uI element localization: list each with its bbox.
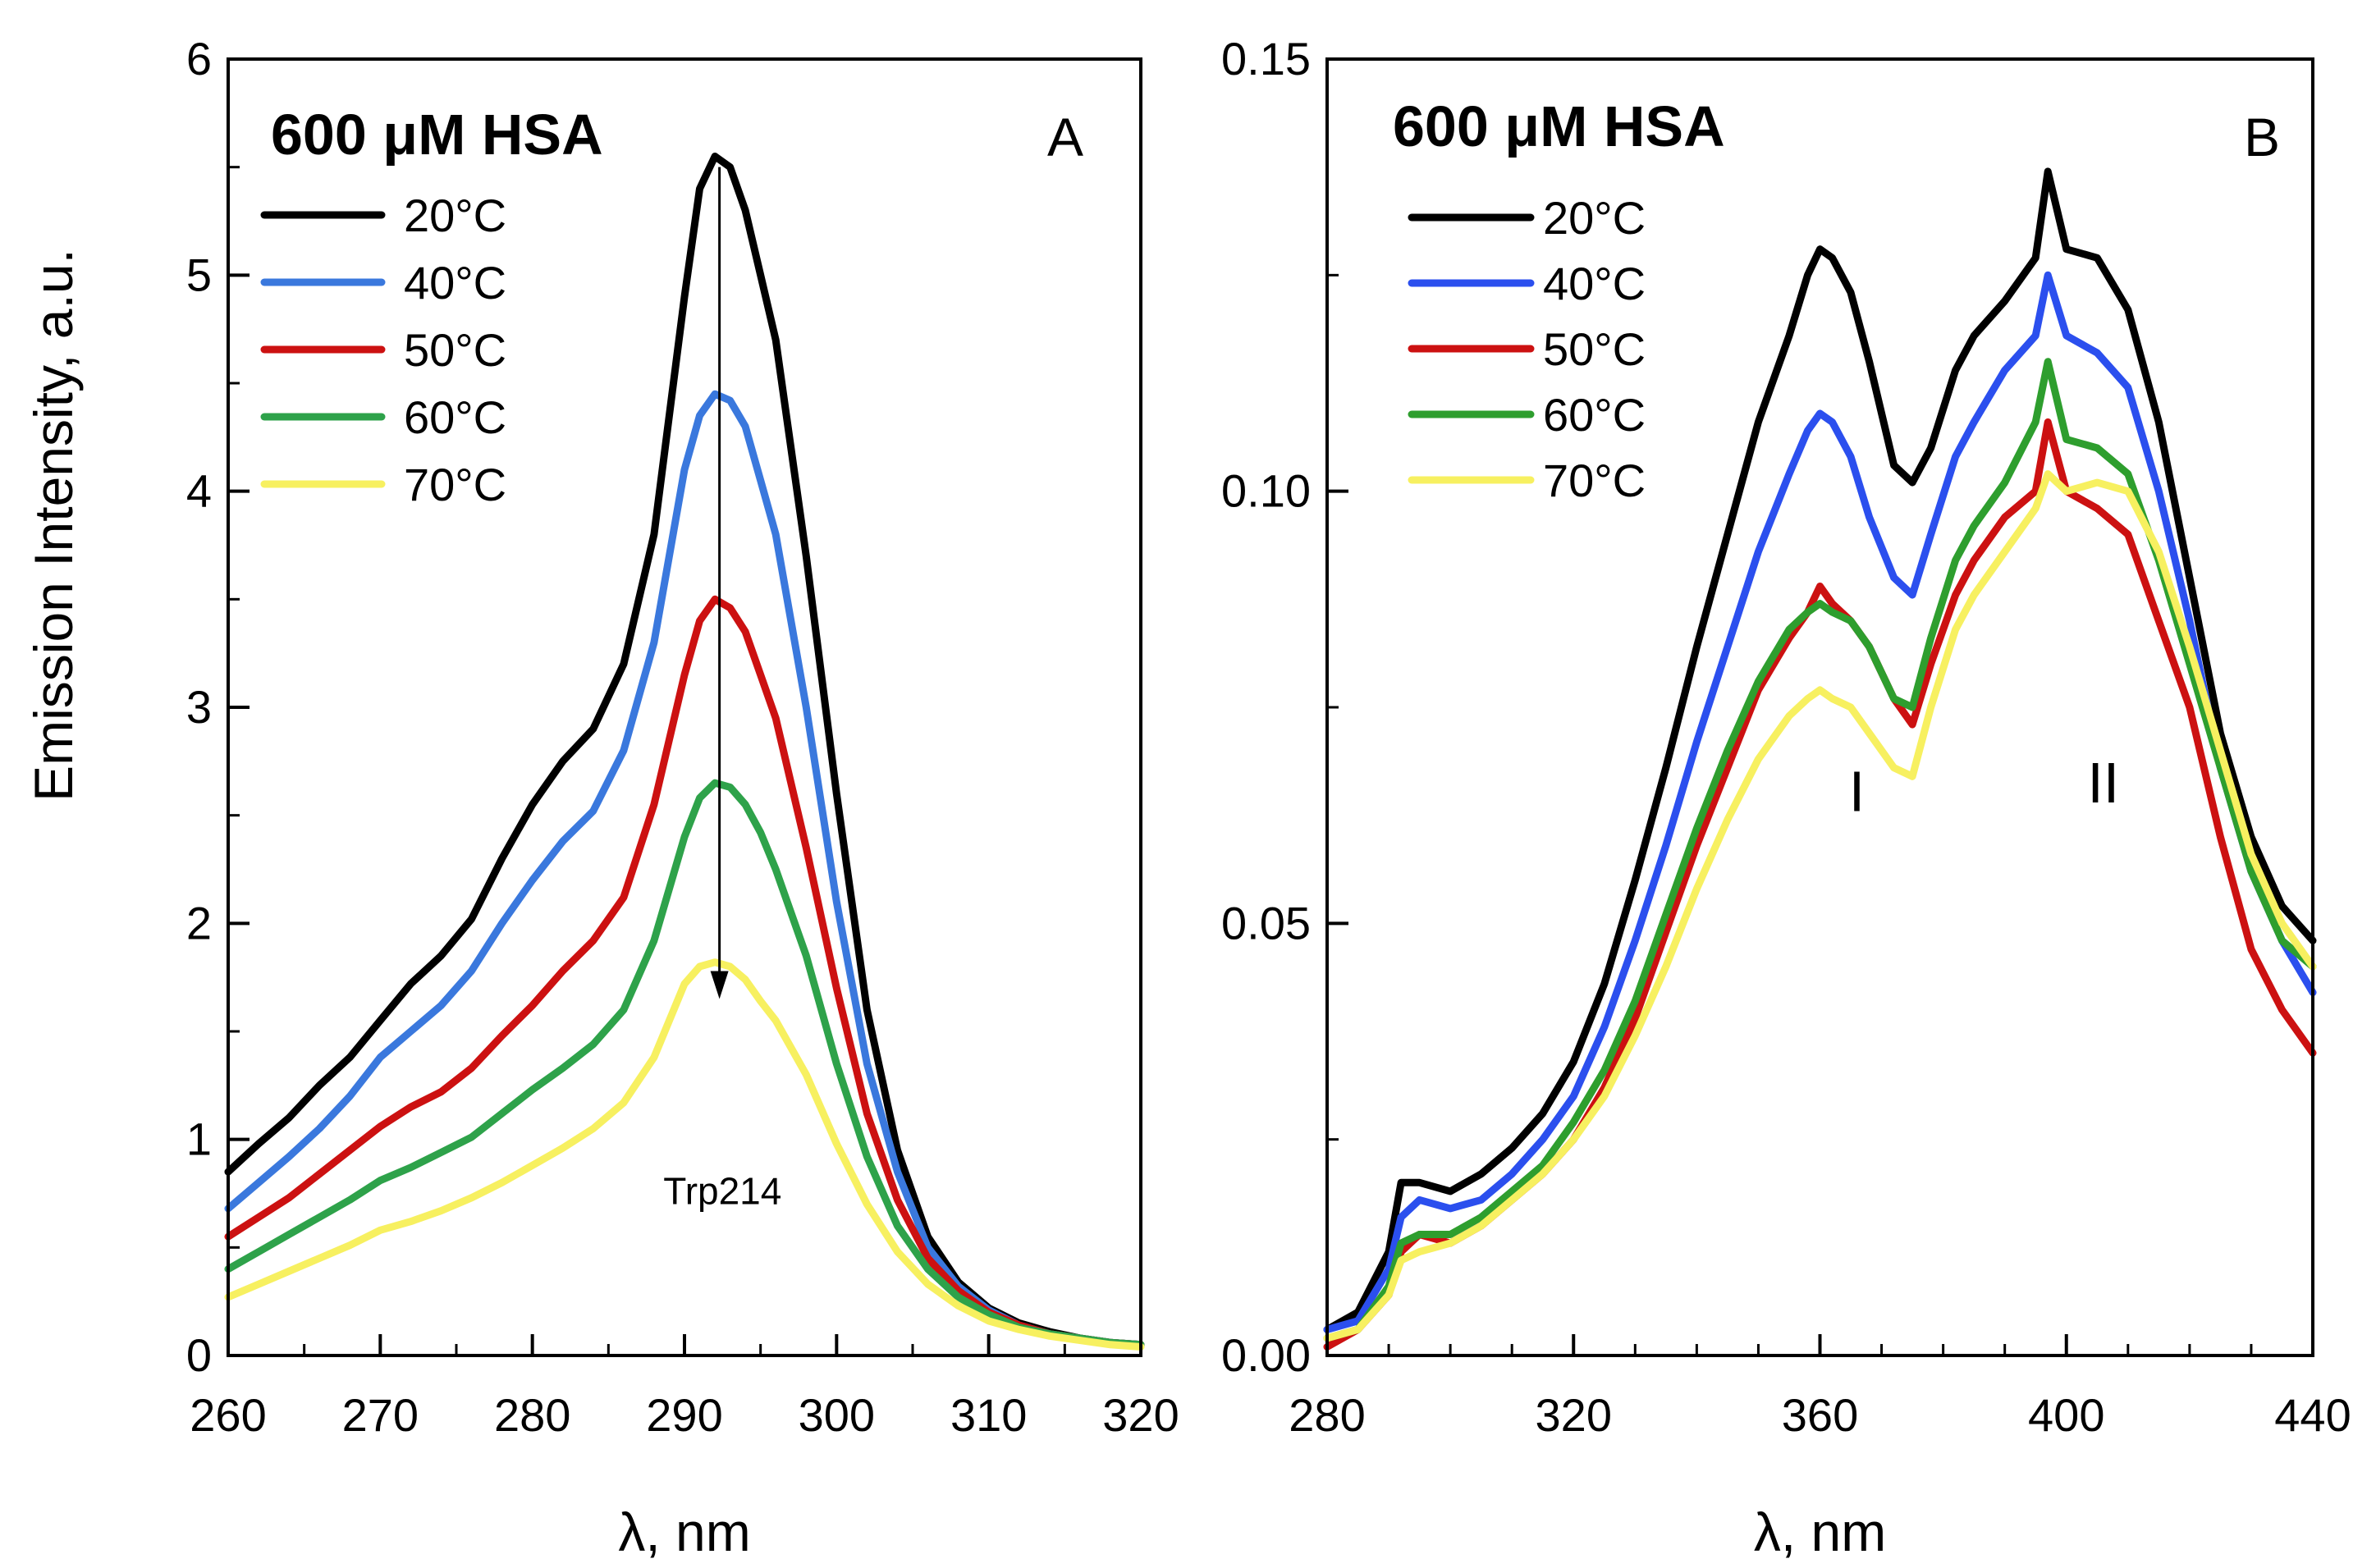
annotation-trp214: Trp214 xyxy=(663,1170,781,1213)
y-tick-label-a-3: 3 xyxy=(186,681,212,733)
plot-frame-a xyxy=(227,57,1142,1357)
y-tick-label-b-2: 0.10 xyxy=(1221,465,1311,517)
legend-label-a-4: 60°C xyxy=(404,391,506,443)
y-axis-label: Emission Intensity, a.u. xyxy=(23,249,84,802)
y-tick-label-a-6: 6 xyxy=(186,33,212,85)
y-tick-label-b-3: 0.15 xyxy=(1221,33,1311,85)
y-tick-label-a-5: 5 xyxy=(186,249,212,300)
panel-title-b: 600 μM HSA xyxy=(1393,94,1725,158)
x-tick-label-a-2: 280 xyxy=(494,1389,570,1441)
y-tick-label-b-1: 0.05 xyxy=(1221,897,1311,949)
y-tick-label-b-0: 0.00 xyxy=(1221,1329,1311,1381)
legend-label-b-4: 60°C xyxy=(1543,389,1646,441)
x-tick-label-a-6: 320 xyxy=(1102,1389,1179,1441)
series-line-b-4 xyxy=(1323,358,2317,1342)
x-tick-label-a-1: 270 xyxy=(342,1389,419,1441)
legend-label-a-2: 40°C xyxy=(404,257,506,309)
series-line-b-1 xyxy=(1323,167,2317,1333)
x-tick-label-b-1: 320 xyxy=(1536,1389,1612,1441)
x-tick-label-a-3: 290 xyxy=(646,1389,722,1441)
y-tick-label-a-4: 4 xyxy=(186,465,212,517)
y-tick-label-a-2: 2 xyxy=(186,897,212,949)
x-tick-label-b-2: 360 xyxy=(1782,1389,1858,1441)
x-tick-label-b-4: 440 xyxy=(2274,1389,2351,1441)
panel-b: 0.00 0.05 0.10 0.15 280 320 360 400 440 λ, nm 600 … xyxy=(1221,33,2351,1562)
y-tick-label-a-1: 1 xyxy=(186,1113,212,1165)
x-tick-label-a-4: 300 xyxy=(799,1389,875,1441)
arrow-head xyxy=(710,971,729,999)
x-tick-label-a-5: 310 xyxy=(950,1389,1027,1441)
legend-label-b-3: 50°C xyxy=(1543,323,1646,375)
series-line-a-5 xyxy=(224,958,1145,1351)
peak-label-i: I xyxy=(1849,759,1865,823)
series-line-a-4 xyxy=(224,779,1145,1349)
series-line-a-3 xyxy=(224,595,1145,1349)
panel-letter-b: B xyxy=(2244,107,2280,167)
panel-title-a: 600 μM HSA xyxy=(271,103,603,167)
x-axis-label-b: λ, nm xyxy=(1754,1502,1886,1562)
peak-label-ii: II xyxy=(2087,751,2119,815)
series-line-b-2 xyxy=(1323,271,2317,1333)
x-tick-label-b-3: 400 xyxy=(2028,1389,2104,1441)
x-axis-label-a: λ, nm xyxy=(618,1502,750,1562)
legend-label-b-1: 20°C xyxy=(1543,192,1646,244)
legend-label-a-5: 70°C xyxy=(404,459,506,510)
legend-label-a-1: 20°C xyxy=(404,190,506,241)
x-tick-label-b-0: 280 xyxy=(1289,1389,1365,1441)
legend-label-b-5: 70°C xyxy=(1543,455,1646,506)
panel-letter-a: A xyxy=(1047,107,1083,167)
y-tick-label-a-0: 0 xyxy=(186,1329,212,1381)
x-tick-label-a-0: 260 xyxy=(190,1389,266,1441)
legend-label-b-2: 40°C xyxy=(1543,258,1646,309)
legend-label-a-3: 50°C xyxy=(404,324,506,376)
panel-a: 0 1 2 3 4 5 6 260 270 280 290 300 310 320 λ, nm 600 μM … xyxy=(186,33,1179,1562)
series-line-b-5 xyxy=(1323,470,2317,1342)
series-line-a-1 xyxy=(224,153,1145,1349)
